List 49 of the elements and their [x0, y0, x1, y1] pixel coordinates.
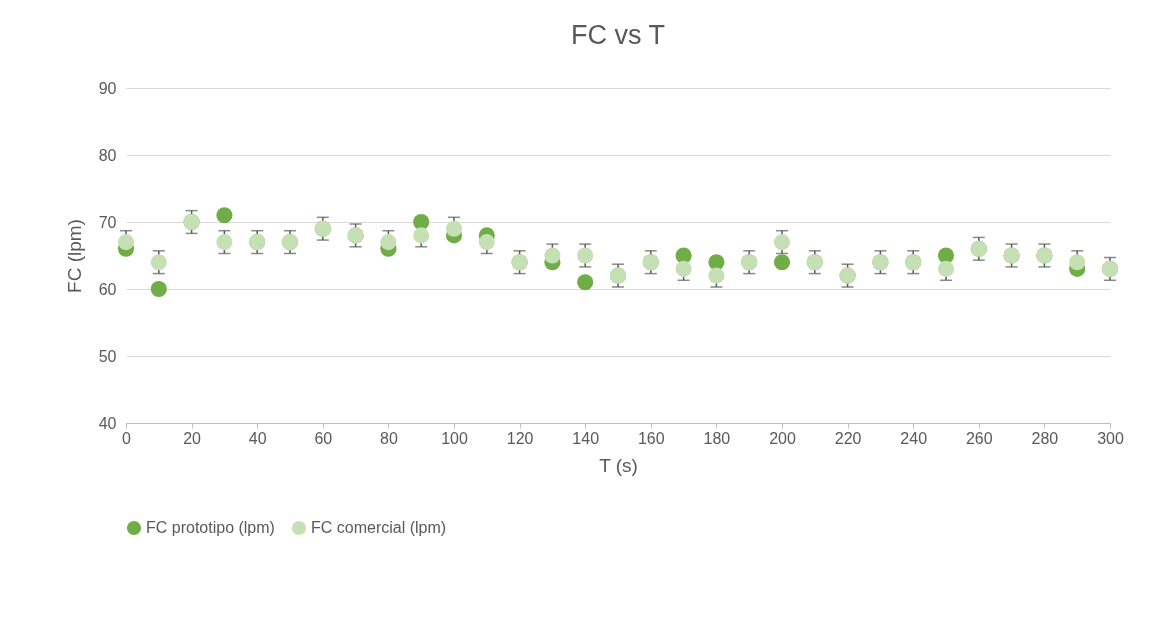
point	[216, 207, 233, 224]
point	[773, 234, 791, 251]
x-tick-label: 160	[637, 429, 665, 447]
point	[675, 260, 692, 277]
y-tick-label: 70	[98, 213, 117, 231]
point	[937, 247, 955, 264]
point	[117, 234, 135, 251]
y-tick-label: 90	[98, 79, 117, 97]
x-tick-label: 20	[183, 429, 202, 447]
x-tick-label: 180	[703, 429, 731, 447]
x-tick-label: 200	[769, 429, 796, 447]
point	[478, 234, 495, 251]
chart-title: FC vs T	[571, 20, 665, 50]
y-tick-label: 80	[98, 146, 117, 164]
point	[577, 274, 594, 291]
x-tick-label: 60	[314, 429, 333, 447]
point	[937, 260, 955, 277]
point	[708, 254, 725, 271]
x-tick-label: 300	[1097, 429, 1124, 447]
point	[544, 247, 561, 264]
y-axis-title: FC (lpm)	[63, 219, 85, 293]
legend-label: FC comercial (lpm)	[311, 519, 447, 536]
point	[413, 213, 430, 231]
x-axis-title: T (s)	[599, 454, 638, 476]
point	[380, 234, 397, 251]
x-tick-label: 280	[1031, 429, 1059, 447]
x-tick-label: 80	[380, 429, 398, 447]
x-tick-label: 260	[965, 429, 993, 447]
point	[675, 247, 692, 264]
point	[150, 254, 167, 271]
x-tick-label: 140	[572, 429, 600, 447]
y-tick-label: 60	[98, 280, 117, 298]
y-tick-label: 50	[98, 347, 117, 365]
point	[413, 227, 430, 244]
x-tick-label: 120	[506, 429, 534, 447]
point	[773, 254, 791, 271]
x-tick-label: 40	[248, 429, 267, 447]
point	[1069, 254, 1086, 271]
x-tick-label: 0	[122, 429, 132, 447]
point	[150, 280, 167, 298]
point	[708, 267, 725, 284]
y-tick-label: 40	[98, 414, 117, 432]
x-tick-label: 220	[834, 429, 862, 447]
point	[577, 247, 594, 264]
point	[216, 234, 233, 251]
legend-label: FC prototipo (lpm)	[146, 519, 275, 536]
x-tick-label: 240	[900, 429, 928, 447]
point	[445, 220, 463, 237]
x-tick-label: 100	[441, 429, 468, 447]
